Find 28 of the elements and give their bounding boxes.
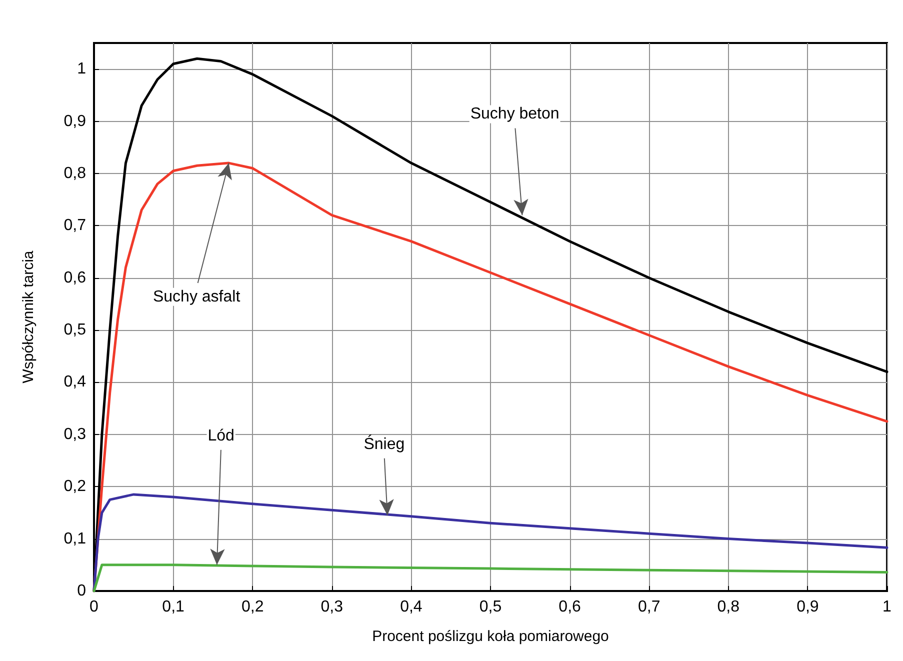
y-tick-label: 0,1 [64, 530, 86, 548]
x-axis-title: Procent poślizgu koła pomiarowego [372, 628, 609, 645]
y-axis-title: Współczynnik tarcia [20, 250, 37, 384]
annotation: Suchy asfalt [152, 288, 241, 306]
y-tick-label: 0,7 [64, 217, 86, 234]
y-tick-label: 0,9 [64, 112, 86, 130]
y-tick-label: 0,6 [64, 269, 86, 286]
x-tick-label: 0,4 [400, 598, 422, 616]
y-tick-label: 1 [77, 60, 86, 78]
y-tick-label: 0,5 [64, 322, 86, 339]
annotation: Lód [208, 427, 234, 444]
y-tick-label: 0 [77, 582, 86, 600]
x-tick-label: 1 [882, 598, 892, 616]
annotation: Śnieg [364, 434, 405, 453]
annotation: Suchy beton [470, 106, 560, 123]
y-tick-label: 0,8 [64, 164, 86, 182]
y-tick-label: 0,4 [64, 374, 86, 391]
x-tick-label: 0 [90, 598, 99, 616]
x-tick-label: 0,1 [162, 598, 185, 616]
x-tick-label: 0,8 [717, 598, 740, 616]
x-tick-label: 0,6 [558, 598, 582, 616]
y-tick-label: 0,2 [64, 478, 86, 496]
y-tick-label: 0,3 [64, 426, 86, 443]
x-tick-label: 0,2 [241, 598, 264, 616]
x-tick-label: 0,9 [796, 598, 819, 616]
x-tick-label: 0,3 [320, 598, 344, 616]
x-tick-label: 0,7 [638, 598, 660, 616]
x-tick-label: 0,5 [479, 598, 502, 616]
